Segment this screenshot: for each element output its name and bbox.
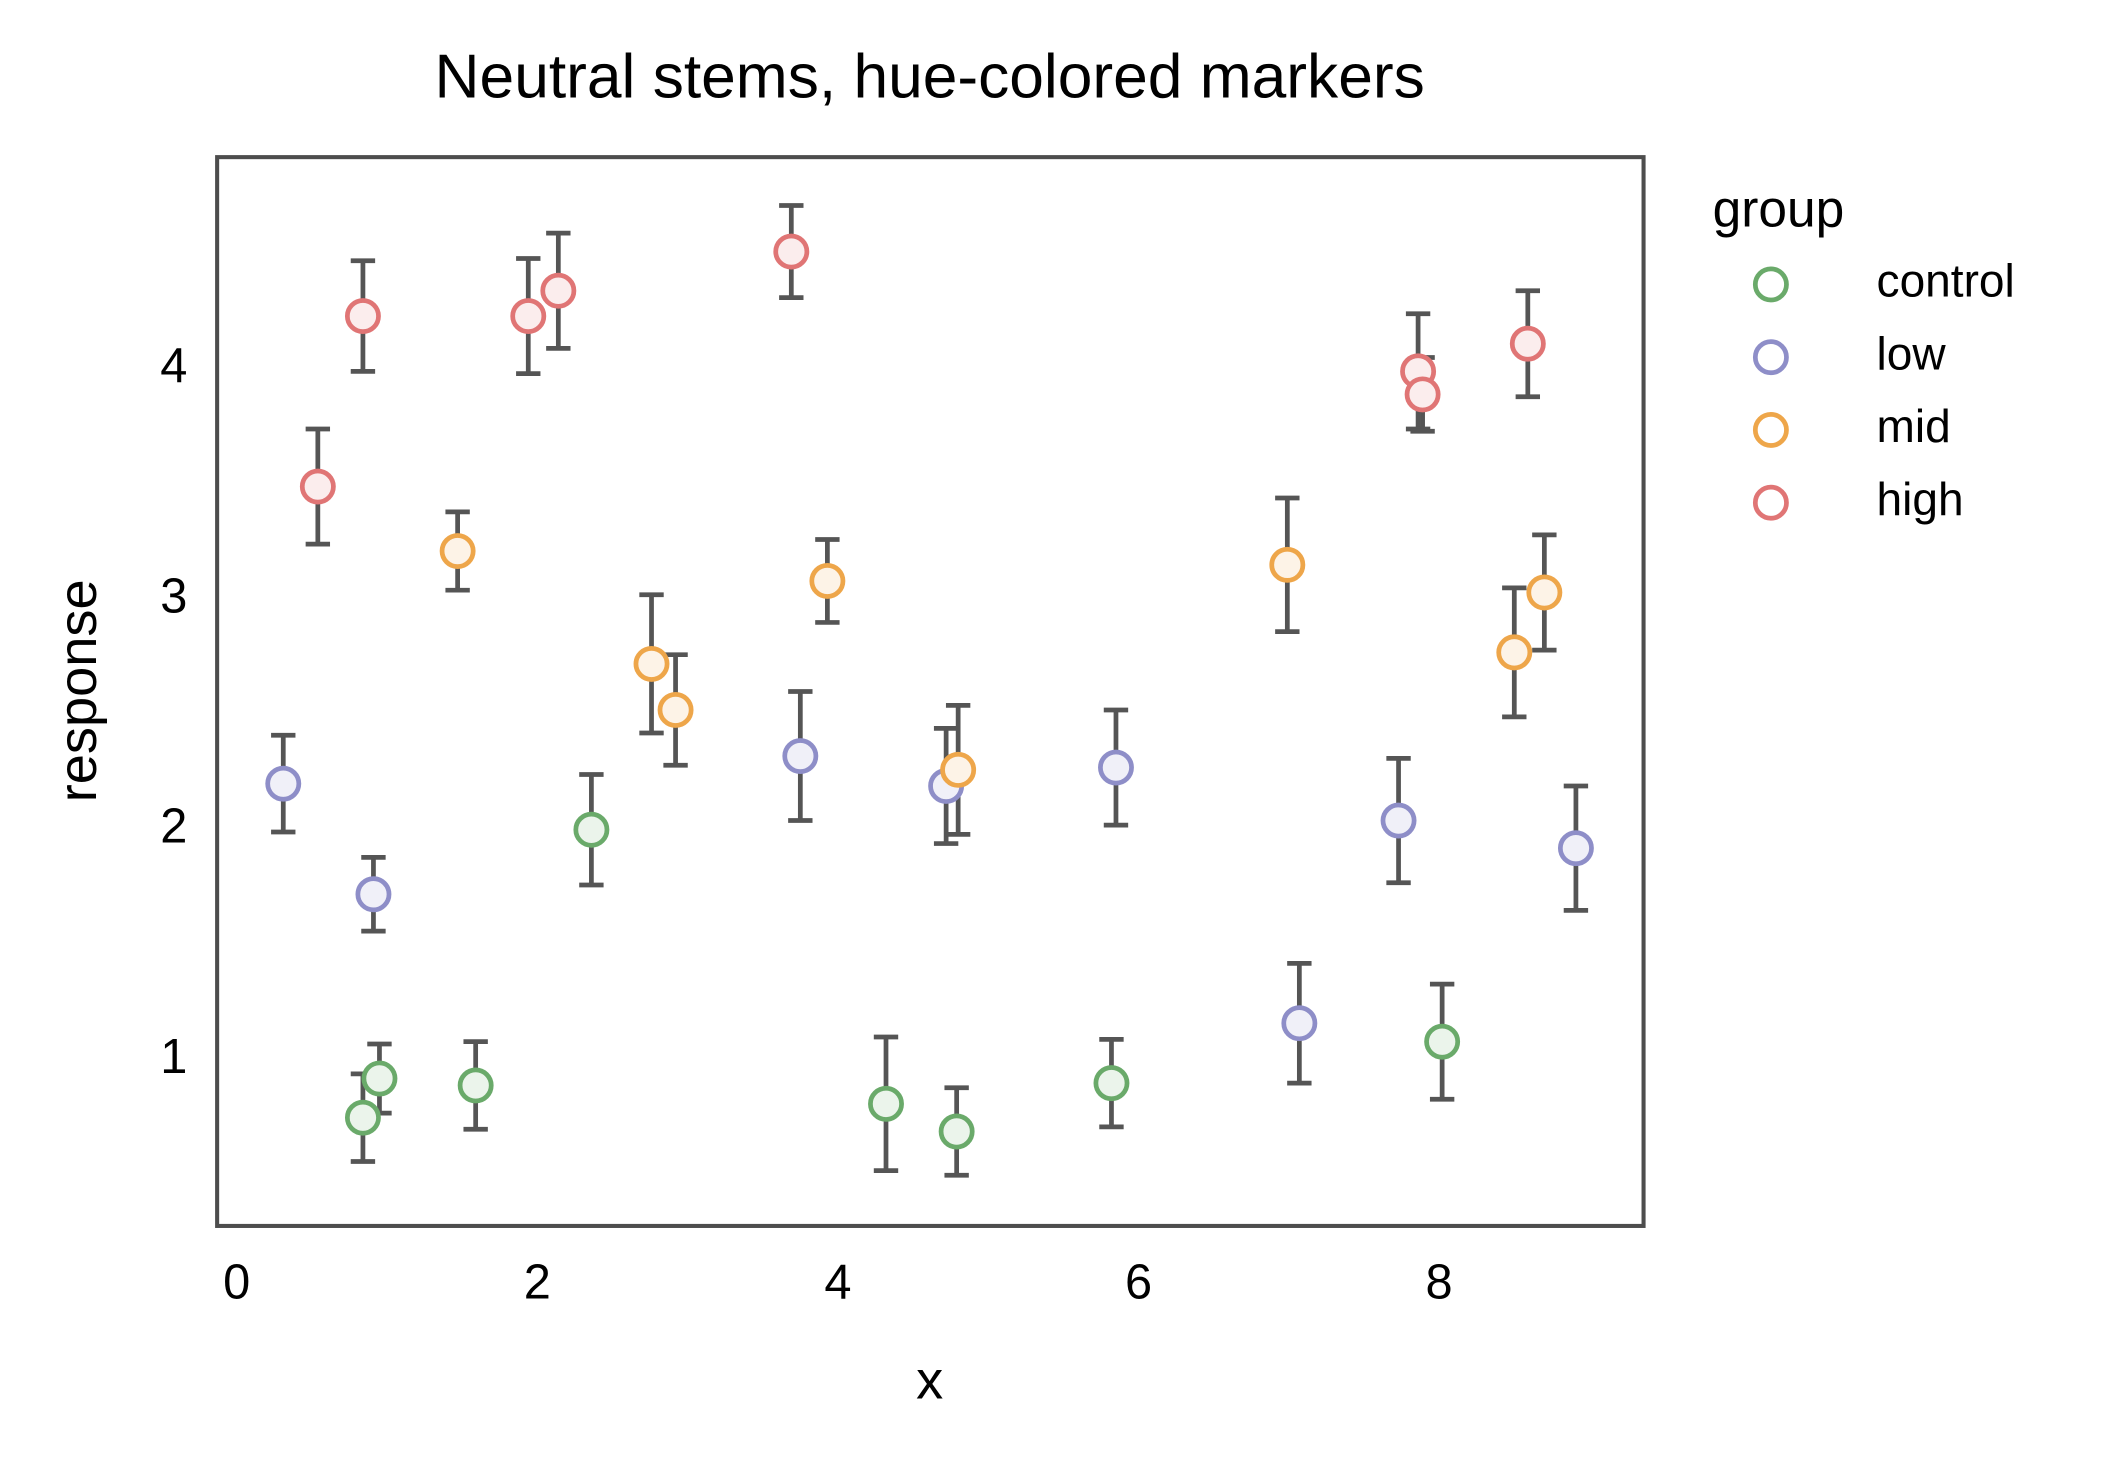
marker-tint (1285, 1009, 1313, 1037)
marker-tint (349, 1104, 377, 1132)
marker-tint (1514, 330, 1542, 358)
marker-tint (1102, 754, 1130, 782)
y-tick-label: 1 (160, 1030, 187, 1084)
marker (439, 533, 476, 569)
marker (809, 563, 846, 599)
x-tick-label: 0 (223, 1255, 250, 1309)
marker-tint (786, 742, 814, 770)
legend-label: low (1877, 327, 1947, 379)
marker (773, 233, 810, 270)
marker (782, 738, 819, 774)
marker-tint (462, 1071, 490, 1099)
marker-tint (1409, 380, 1437, 408)
marker-tint (514, 302, 542, 330)
marker (1496, 634, 1533, 671)
marker-tint (544, 277, 572, 305)
marker (344, 298, 381, 335)
marker (940, 751, 977, 788)
x-tick-label: 6 (1125, 1255, 1152, 1309)
marker-tint (1428, 1028, 1456, 1056)
legend-marker (1752, 339, 1789, 376)
marker-tint (1273, 551, 1301, 579)
marker (938, 1113, 975, 1150)
marker (1557, 830, 1594, 867)
x-tick-label: 8 (1426, 1255, 1453, 1309)
y-tick-label: 3 (160, 569, 187, 623)
marker (1269, 546, 1306, 583)
marker (299, 468, 336, 505)
marker-tint (1097, 1069, 1126, 1097)
marker-tint (637, 650, 666, 678)
plot-frame (215, 155, 1646, 1228)
marker-tint (944, 756, 972, 784)
marker-tint (777, 238, 805, 266)
legend-marker (1752, 266, 1789, 303)
marker (344, 1099, 381, 1136)
marker (1424, 1023, 1461, 1060)
marker (1098, 749, 1134, 786)
legend-marker (1752, 484, 1789, 521)
marker-tint (1385, 806, 1413, 835)
marker (355, 876, 392, 913)
marker-tint (304, 472, 332, 501)
marker (265, 765, 302, 802)
marker-tint (444, 537, 472, 565)
legend-label: control (1877, 255, 2015, 307)
marker-tint (1530, 578, 1558, 607)
marker (868, 1085, 904, 1122)
marker-tint (1562, 834, 1590, 862)
plot-area (265, 203, 1594, 1178)
marker (633, 645, 670, 682)
marker (457, 1067, 494, 1104)
marker (1509, 325, 1546, 362)
marker (573, 811, 610, 848)
marker-tint (349, 302, 377, 330)
marker-tint (359, 880, 387, 908)
marker-tint (577, 816, 605, 844)
x-tick-label: 4 (824, 1255, 851, 1309)
y-tick-label: 4 (160, 339, 187, 393)
marker-tint (813, 567, 841, 595)
marker (1404, 376, 1441, 413)
y-tick-label: 2 (160, 800, 187, 854)
marker-tint (1500, 638, 1528, 666)
x-tick-label: 2 (524, 1255, 551, 1309)
legend-marker (1752, 412, 1789, 448)
marker-tint (365, 1064, 394, 1093)
legend-label: high (1877, 473, 1964, 525)
marker-tint (872, 1090, 900, 1118)
marker (361, 1060, 398, 1097)
marker-tint (269, 770, 297, 798)
marker (1093, 1065, 1130, 1102)
legend-title: group (1713, 179, 1845, 237)
x-axis-label: x (916, 1351, 943, 1411)
marker (510, 298, 547, 335)
marker (540, 272, 577, 309)
marker (1380, 802, 1417, 839)
marker-tint (662, 696, 690, 724)
chart-title: Neutral stems, hue-colored markers (435, 43, 1425, 112)
marker (1526, 574, 1563, 611)
marker (657, 692, 694, 728)
marker (1281, 1005, 1318, 1042)
legend-label: mid (1877, 400, 1951, 452)
marker-tint (943, 1117, 971, 1146)
y-axis-label: response (48, 579, 108, 802)
